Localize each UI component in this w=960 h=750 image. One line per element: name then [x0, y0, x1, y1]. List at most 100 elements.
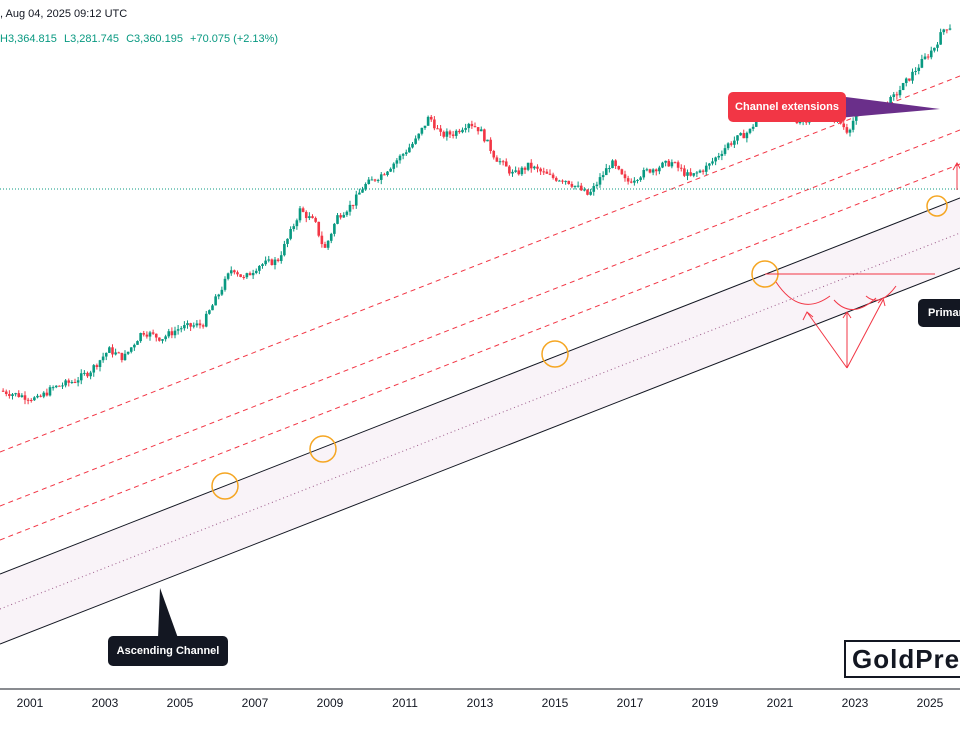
candle-up — [748, 128, 752, 133]
candle-up — [64, 380, 67, 386]
candle-up — [251, 273, 255, 276]
primary-label[interactable]: Primar — [918, 299, 960, 327]
ohlc-close: C3,360.195 — [126, 33, 183, 45]
candle-down — [120, 352, 124, 361]
candle-down — [242, 276, 246, 278]
candle-down — [198, 323, 202, 326]
candle-up — [186, 323, 189, 326]
candle-up — [336, 215, 339, 224]
measure-arrow-left — [806, 311, 848, 369]
candle-up — [754, 119, 758, 127]
candle-down — [433, 119, 436, 129]
candle-up — [245, 273, 249, 278]
candle-up — [904, 78, 908, 84]
candle-up — [42, 392, 46, 397]
candle-down — [492, 150, 496, 158]
candle-up — [695, 172, 699, 174]
candle-up — [417, 133, 421, 139]
candle-up — [220, 289, 224, 295]
candle-down — [529, 162, 533, 169]
candle-down — [301, 208, 305, 212]
candle-up — [461, 129, 464, 133]
candle-up — [589, 191, 592, 195]
candle-down — [239, 274, 242, 277]
candle-up — [411, 143, 414, 148]
candle-up — [514, 170, 517, 172]
channel-fill — [0, 198, 960, 644]
candle-up — [226, 273, 230, 279]
candle-up — [708, 163, 711, 166]
candle-up — [711, 161, 714, 164]
candle-up — [286, 238, 289, 244]
candlestick-series — [1, 24, 952, 405]
candle-down — [351, 204, 355, 206]
channel-extensions-pointer — [838, 96, 940, 118]
candle-down — [236, 272, 239, 275]
candle-up — [686, 172, 689, 176]
x-tick-label: 2023 — [842, 696, 869, 710]
candle-down — [908, 78, 911, 81]
candle-up — [108, 347, 111, 353]
candle-up — [295, 220, 299, 227]
candle-up — [98, 360, 102, 367]
candle-up — [279, 255, 283, 261]
candle-up — [583, 189, 586, 191]
candle-up — [464, 128, 467, 130]
candle-up — [14, 393, 17, 395]
candle-up — [173, 330, 177, 336]
brand-watermark: GoldPred — [844, 640, 960, 678]
candle-up — [598, 177, 602, 185]
candle-down — [111, 347, 114, 355]
x-tick-label: 2009 — [317, 696, 344, 710]
candle-down — [545, 171, 549, 174]
candle-up — [70, 382, 74, 384]
touch-circle-2006 — [211, 472, 239, 500]
extension-line-1 — [0, 163, 960, 541]
candle-up — [348, 204, 352, 212]
candle-down — [17, 393, 21, 397]
candle-up — [939, 32, 942, 45]
candle-up — [923, 56, 927, 59]
candle-up — [342, 214, 346, 218]
channel-extensions-label[interactable]: Channel extensions — [728, 92, 846, 122]
candle-down — [436, 128, 439, 130]
x-tick-label: 2025 — [917, 696, 944, 710]
candle-up — [126, 351, 130, 354]
candle-down — [95, 365, 99, 367]
candle-down — [470, 123, 474, 127]
x-tick-label: 2005 — [167, 696, 194, 710]
candle-up — [848, 129, 852, 133]
candle-up — [148, 332, 152, 337]
candle-down — [26, 399, 30, 401]
candle-up — [720, 153, 724, 156]
candle-up — [229, 270, 233, 274]
candle-down — [504, 161, 508, 167]
x-axis-ticks: 2001 2003 2005 2007 2009 2011 2013 2015 2017 2019… — [17, 696, 944, 710]
candle-down — [339, 215, 342, 218]
candle-down — [561, 180, 564, 182]
candle-up — [333, 223, 336, 234]
candle-down — [539, 168, 542, 172]
highlight-circles — [211, 195, 948, 500]
candle-up — [20, 395, 24, 397]
x-tick-label: 2015 — [542, 696, 569, 710]
candle-down — [323, 244, 327, 248]
candle-down — [689, 172, 692, 176]
x-tick-label: 2019 — [692, 696, 719, 710]
candle-down — [270, 259, 274, 266]
extension-line-3 — [0, 75, 960, 453]
header-ohlc: H3,364.815 L3,281.745 C3,360.195 +70.075… — [0, 33, 282, 45]
candle-down — [383, 174, 386, 176]
x-tick-label: 2021 — [767, 696, 794, 710]
candle-up — [920, 58, 924, 68]
x-tick-label: 2001 — [17, 696, 44, 710]
arrowhead-left — [802, 311, 814, 321]
candle-up — [192, 325, 196, 327]
candle-down — [648, 169, 652, 173]
ascending-channel-label[interactable]: Ascending Channel — [108, 636, 228, 666]
x-tick-label: 2013 — [467, 696, 494, 710]
candle-up — [948, 28, 952, 30]
candle-down — [570, 183, 574, 187]
ohlc-low: L3,281.745 — [63, 33, 120, 45]
